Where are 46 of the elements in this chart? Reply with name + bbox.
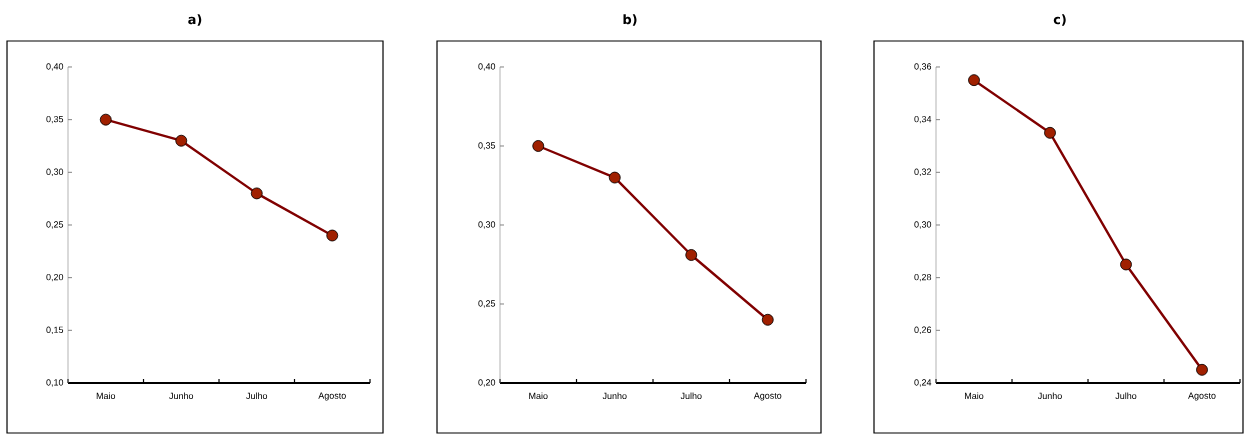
y-tick-label: 0,34 [914,115,932,124]
x-tick-label: Julho [1115,392,1137,400]
point [1044,126,1056,139]
x-tick-label: Maio [529,392,548,400]
point [685,249,698,261]
x-tick-label: Agosto [753,392,782,401]
y-tick-label: 0,40 [46,63,64,71]
y-tick-label: 0,36 [914,63,932,71]
point [326,229,339,242]
chart-title: c) [1053,14,1066,26]
y-tick-label: 0,24 [914,379,932,387]
x-tick-label: Junho [1037,392,1062,400]
chart-title: a) [188,14,202,26]
y-tick-label: 0,30 [914,221,932,229]
point [1196,363,1208,376]
x-tick-label: Junho [602,392,627,400]
point [968,74,980,87]
y-tick-label: 0,35 [478,142,496,150]
point [99,113,112,126]
point [532,140,545,152]
y-tick-label: 0,15 [46,326,64,335]
y-tick-label: 0,40 [478,63,496,71]
y-tick-label: 0,26 [914,326,932,335]
point [250,187,263,200]
x-tick-label: Maio [965,392,984,400]
y-tick-label: 0,10 [46,379,64,387]
point [1120,258,1132,271]
point [175,134,188,147]
y-tick-label: 0,25 [46,221,64,229]
point [761,313,774,326]
y-tick-label: 0,30 [478,221,496,229]
x-tick-label: Julho [246,392,268,400]
x-tick-label: Agosto [318,392,346,401]
chart-title: b) [623,14,637,26]
x-tick-label: Maio [96,392,116,400]
y-tick-label: 0,30 [46,168,64,177]
x-tick-label: Junho [169,392,194,400]
y-tick-label: 0,25 [478,300,496,308]
y-tick-label: 0,28 [914,273,932,282]
y-tick-label: 0,32 [914,168,932,177]
point [608,171,621,184]
x-tick-label: Agosto [1188,392,1216,401]
y-tick-label: 0,20 [46,273,64,282]
y-tick-label: 0,35 [46,115,64,124]
x-tick-label: Julho [680,392,702,400]
y-tick-label: 0,20 [478,379,496,387]
